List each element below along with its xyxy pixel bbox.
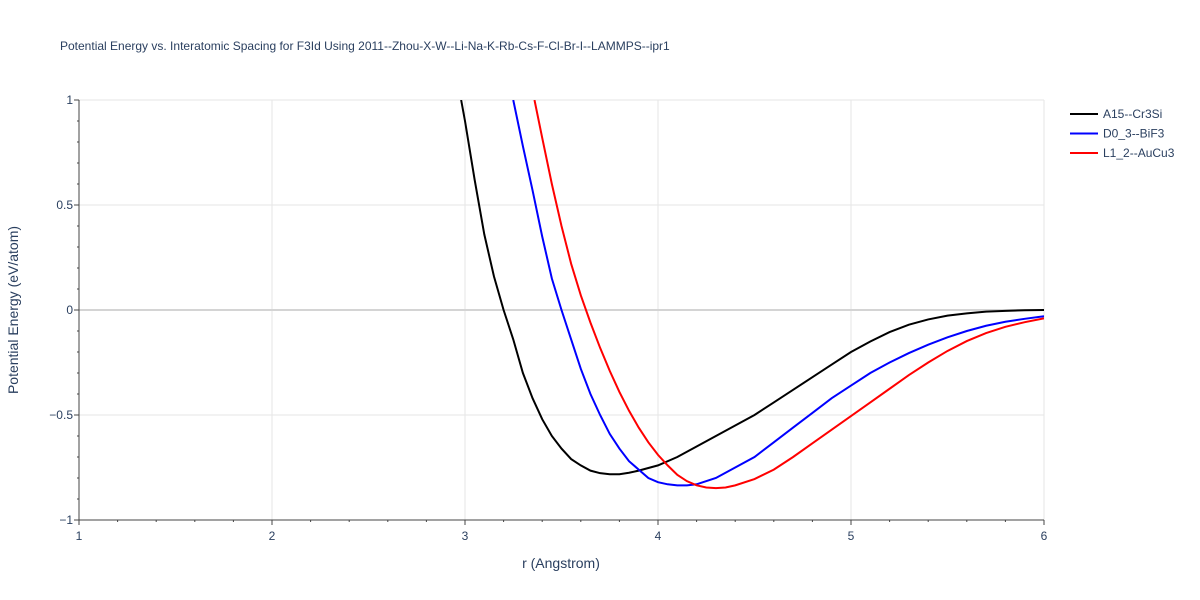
y-tick-label: −1 <box>59 513 73 527</box>
chart-title: Potential Energy vs. Interatomic Spacing… <box>60 39 670 53</box>
x-tick-label: 6 <box>1041 529 1048 543</box>
y-tick-label: 1 <box>66 93 73 107</box>
x-tick-label: 2 <box>269 529 276 543</box>
legend-item[interactable]: A15--Cr3Si <box>1070 107 1162 121</box>
series-line-2[interactable] <box>512 100 1044 487</box>
y-tick-label: 0.5 <box>56 198 73 212</box>
x-tick-label: 1 <box>76 529 83 543</box>
x-tick-label: 5 <box>848 529 855 543</box>
plot-area <box>460 100 1044 490</box>
x-tick-label: 3 <box>462 529 469 543</box>
x-tick-label: 4 <box>655 529 662 543</box>
legend-item[interactable]: L1_2--AuCu3 <box>1070 146 1175 160</box>
series-line-1[interactable] <box>460 100 1044 476</box>
legend-label: A15--Cr3Si <box>1103 107 1162 121</box>
legend[interactable]: A15--Cr3Si D0_3--BiF3 L1_2--AuCu3 <box>1070 107 1175 160</box>
axes: 1 2 3 4 5 6 −1 −0.5 0 0.5 1 <box>49 93 1047 543</box>
y-tick-label: 0 <box>66 303 73 317</box>
series-line-3[interactable] <box>533 100 1044 490</box>
legend-label: D0_3--BiF3 <box>1103 127 1165 141</box>
legend-label: L1_2--AuCu3 <box>1103 146 1175 160</box>
x-axis-title: r (Angstrom) <box>522 555 600 571</box>
legend-item[interactable]: D0_3--BiF3 <box>1070 127 1165 141</box>
y-tick-label: −0.5 <box>49 408 73 422</box>
y-axis-title: Potential Energy (eV/atom) <box>5 226 21 394</box>
